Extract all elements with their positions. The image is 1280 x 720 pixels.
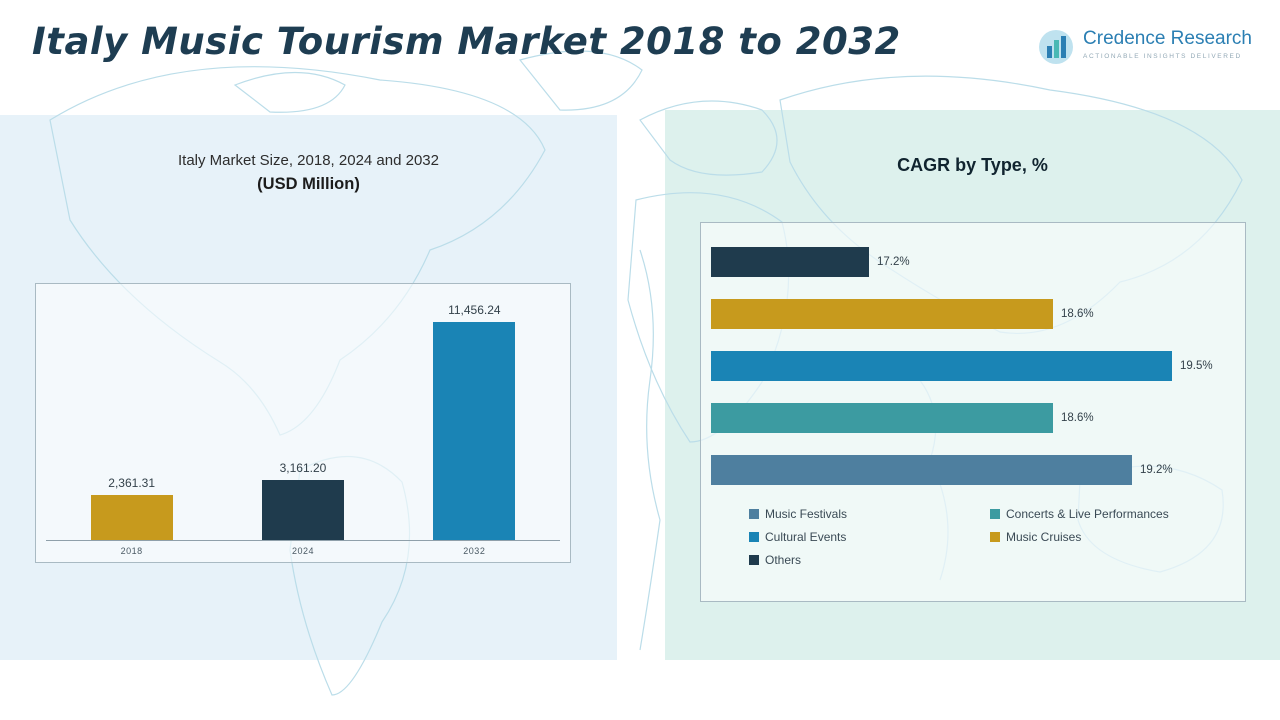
bar [711,299,1053,329]
legend-item: Music Cruises [990,530,1223,544]
cagr-chart-title: CAGR by Type, % [897,155,1048,175]
legend-item: Music Festivals [749,507,982,521]
logo-bar-chart-icon [1039,30,1074,64]
bar [711,403,1053,433]
bar-value-label: 19.2% [1140,464,1173,476]
market-size-subtitle: (USD Million) [257,175,360,193]
cagr-bar-row: 18.6% [711,299,1233,329]
credence-research-logo: Credence Research Actionable Insights De… [1037,28,1252,66]
logo-name: Credence Research [1083,28,1252,49]
market-size-axis: 2018 2024 2032 [46,541,560,561]
legend-label: Others [765,553,802,567]
bar-value-label: 17.2% [877,256,910,268]
bar-value-label: 18.6% [1061,308,1094,320]
bar [711,247,869,277]
market-size-chart-plot: 2,361.31 3,161.20 11,456.24 [46,303,560,541]
bar-column: 11,456.24 [390,303,560,540]
legend-label: Music Cruises [1006,530,1082,544]
legend-item: Others [749,553,982,567]
legend-swatch [749,532,759,542]
axis-category-label: 2018 [120,546,143,556]
legend-swatch [749,509,759,519]
cagr-bar-row: 19.2% [711,455,1233,485]
legend-swatch [990,509,1000,519]
bar-value-label: 3,161.20 [279,461,327,475]
bar [90,495,173,540]
bar [711,455,1132,485]
axis-category-label: 2032 [463,546,486,556]
cagr-bar-row: 18.6% [711,403,1233,433]
bar [711,351,1172,381]
legend-swatch [990,532,1000,542]
header: Italy Music Tourism Market 2018 to 2032 … [0,0,1280,95]
bar-value-label: 19.5% [1180,360,1213,372]
legend-item: Cultural Events [749,530,982,544]
axis-category-label: 2024 [291,546,314,556]
legend-label: Music Festivals [765,507,848,521]
legend-swatch [749,555,759,565]
bar-value-label: 11,456.24 [448,303,501,317]
bar-column: 3,161.20 [218,461,388,540]
bar [433,322,516,540]
market-size-title: Italy Market Size, 2018, 2024 and 2032 [177,152,439,169]
page-title: Italy Music Tourism Market 2018 to 2032 [32,20,901,63]
cagr-chart: 17.2% 18.6% 19.5% 18.6% 19.2% Music Festival… [700,222,1246,602]
market-size-title-block: Italy Market Size, 2018, 2024 and 2032 (… [0,152,617,194]
legend-item: Concerts & Live Performances [990,507,1223,521]
market-size-chart: 2,361.31 3,161.20 11,456.24 2018 2024 2032 [35,283,571,563]
cagr-bar-row: 19.5% [711,351,1233,381]
bar-value-label: 2,361.31 [108,476,156,490]
bar-value-label: 18.6% [1061,412,1094,424]
bar [261,480,344,540]
bar-column: 2,361.31 [47,476,217,540]
cagr-chart-legend: Music Festivals Concerts & Live Performan… [749,507,1223,567]
logo-tagline: Actionable Insights Delivered [1083,53,1242,60]
cagr-chart-rows: 17.2% 18.6% 19.5% 18.6% 19.2% [711,247,1233,485]
legend-label: Cultural Events [765,530,847,544]
legend-label: Concerts & Live Performances [1006,507,1169,521]
cagr-bar-row: 17.2% [711,247,1233,277]
